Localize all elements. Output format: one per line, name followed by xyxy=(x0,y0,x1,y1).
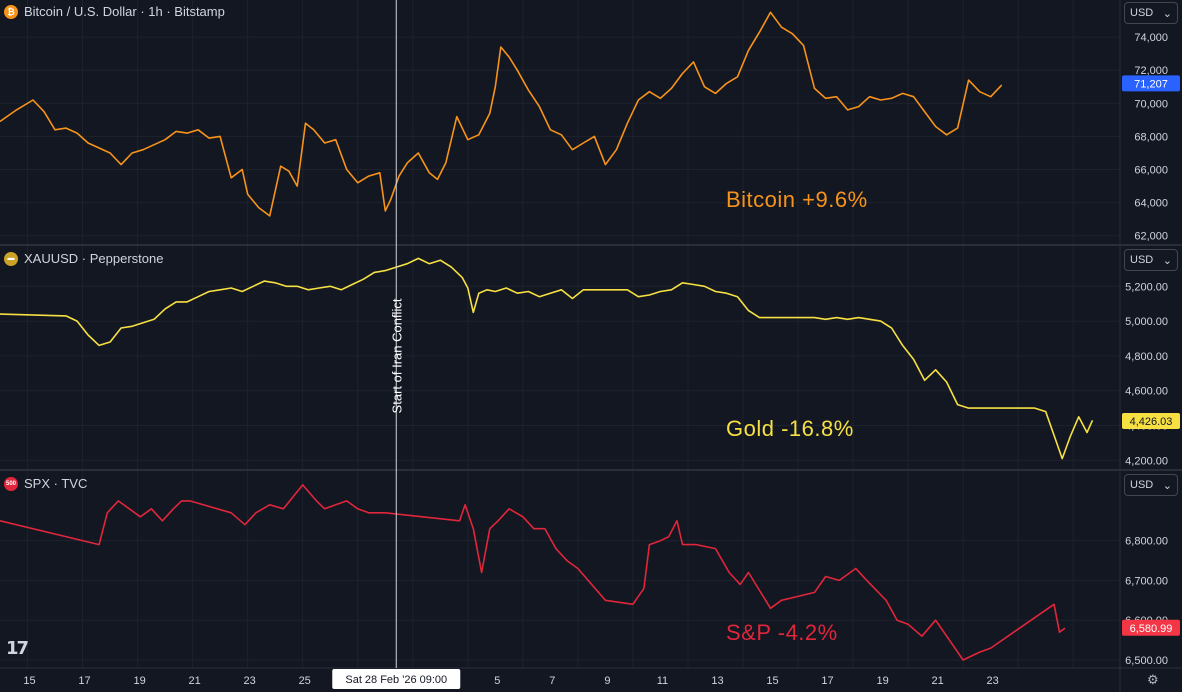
gold-last-value-label: 4,426.03 xyxy=(1130,416,1173,428)
gold-y-tick-label: 5,000.00 xyxy=(1125,316,1168,328)
btc-currency-label: USD xyxy=(1130,7,1154,19)
spx-y-tick-label: 6,700.00 xyxy=(1125,575,1168,587)
x-tick-label: 9 xyxy=(604,675,610,687)
bitcoin-icon: ₿ xyxy=(4,4,18,19)
conflict-annotation-label: Start of Iran Conflict xyxy=(389,298,404,413)
gold-y-tick-label: 5,200.00 xyxy=(1125,281,1168,293)
btc-y-tick-label: 64,000 xyxy=(1134,198,1168,210)
gold-title-text: XAUUSD · Pepperstone xyxy=(24,251,164,266)
spx-currency-label: USD xyxy=(1130,479,1154,491)
spx-last-value-label: 6,580.99 xyxy=(1130,623,1173,635)
btc-y-tick-label: 66,000 xyxy=(1134,165,1168,177)
spx-last-value-badge xyxy=(1122,619,1180,636)
gold-currency-label: USD xyxy=(1130,254,1154,266)
x-tick-label: 19 xyxy=(876,675,888,687)
spx-y-tick-label: 6,800.00 xyxy=(1125,536,1168,548)
x-tick-label: 21 xyxy=(932,675,944,687)
spx-500-icon: 500 xyxy=(4,476,18,491)
x-tick-label: 21 xyxy=(189,675,201,687)
btc-price-line xyxy=(0,11,1003,217)
btc-last-value-badge xyxy=(1122,75,1180,92)
gold-price-line xyxy=(0,257,1094,460)
chevron-down-icon: ⌄ xyxy=(1162,7,1172,20)
chevron-down-icon: ⌄ xyxy=(1162,479,1172,492)
btc-y-tick-label: 68,000 xyxy=(1134,131,1168,143)
btc-y-tick-label: 70,000 xyxy=(1134,98,1168,110)
chevron-down-icon: ⌄ xyxy=(1162,254,1172,267)
spx-title-text: SPX · TVC xyxy=(24,476,88,491)
x-tick-label: 11 xyxy=(657,675,668,687)
spx-currency-select[interactable]: USD ⌄ xyxy=(1124,474,1178,496)
x-tick-label: 19 xyxy=(133,675,145,687)
spx-pane-title[interactable]: 500 SPX · TVC xyxy=(4,476,87,491)
x-tick-label: 17 xyxy=(821,675,833,687)
crosshair-time-badge xyxy=(332,669,461,689)
gold-change-label: Gold -16.8% xyxy=(726,416,854,441)
x-tick-label: 25 xyxy=(299,675,311,687)
btc-change-label: Bitcoin +9.6% xyxy=(726,187,868,212)
gold-y-tick-label: 4,200.00 xyxy=(1125,455,1168,467)
gold-pane-title[interactable]: ▬ XAUUSD · Pepperstone xyxy=(4,251,163,266)
spx-price-line xyxy=(0,484,1066,661)
x-tick-label: 7 xyxy=(549,675,555,687)
tradingview-logo: 17 xyxy=(6,638,29,659)
btc-title-text: Bitcoin / U.S. Dollar · 1h · Bitstamp xyxy=(24,4,225,19)
x-tick-label: 15 xyxy=(23,675,35,687)
btc-last-value-label: 71,207 xyxy=(1134,78,1168,90)
gold-y-tick-label: 4,800.00 xyxy=(1125,351,1168,363)
crosshair-time-label: Sat 28 Feb '26 09:00 xyxy=(345,674,447,686)
spx-change-label: S&P -4.2% xyxy=(726,620,838,645)
btc-pane-title[interactable]: ₿ Bitcoin / U.S. Dollar · 1h · Bitstamp xyxy=(4,4,225,19)
x-tick-label: 23 xyxy=(987,675,999,687)
btc-y-tick-label: 72,000 xyxy=(1134,65,1168,77)
x-tick-label: 17 xyxy=(78,675,90,687)
gear-icon[interactable]: ⚙ xyxy=(1147,672,1159,687)
btc-currency-select[interactable]: USD ⌄ xyxy=(1124,2,1178,24)
btc-y-tick-label: 62,000 xyxy=(1134,231,1168,243)
x-tick-label: 13 xyxy=(711,675,723,687)
pane-separator xyxy=(0,244,1182,246)
spx-y-tick-label: 6,500.00 xyxy=(1125,655,1168,667)
x-tick-label: 23 xyxy=(244,675,256,687)
x-tick-label: 15 xyxy=(766,675,778,687)
btc-y-tick-label: 74,000 xyxy=(1134,32,1168,44)
gold-bars-icon: ▬ xyxy=(4,251,18,266)
gold-currency-select[interactable]: USD ⌄ xyxy=(1124,249,1178,271)
gold-last-value-badge xyxy=(1122,412,1180,429)
pane-separator xyxy=(0,469,1182,471)
x-tick-label: 5 xyxy=(494,675,500,687)
gold-y-tick-label: 4,600.00 xyxy=(1125,386,1168,398)
